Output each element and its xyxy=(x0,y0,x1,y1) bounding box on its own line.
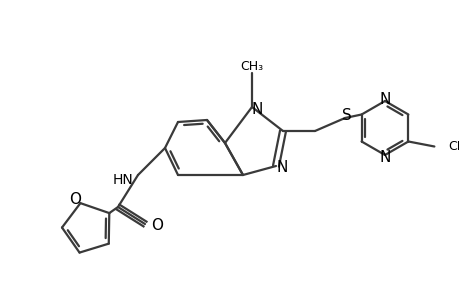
Text: O: O xyxy=(69,192,81,207)
Text: N: N xyxy=(379,151,390,166)
Text: S: S xyxy=(341,107,351,122)
Text: CH₃: CH₃ xyxy=(240,59,263,73)
Text: O: O xyxy=(151,218,162,233)
Text: CH₃: CH₃ xyxy=(448,140,459,153)
Text: N: N xyxy=(251,101,262,116)
Text: HN: HN xyxy=(112,173,133,187)
Text: N: N xyxy=(276,160,287,175)
Text: N: N xyxy=(379,92,390,106)
